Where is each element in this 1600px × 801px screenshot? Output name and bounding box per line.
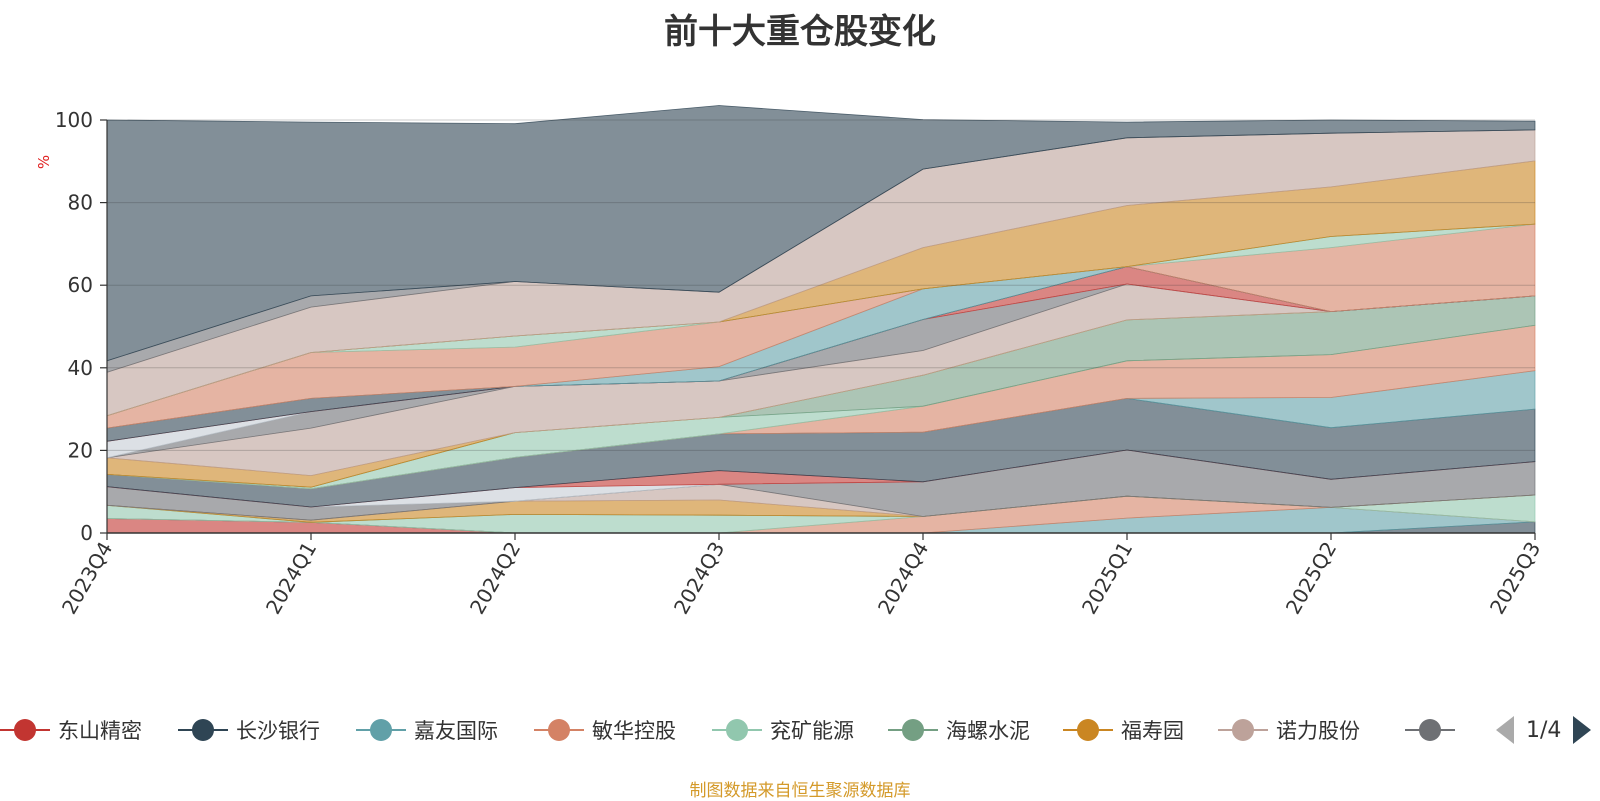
x-tick-label: 2025Q2 [1281, 538, 1341, 619]
legend-marker-icon [0, 717, 50, 743]
legend-label: 福寿园 [1121, 719, 1184, 743]
legend-label: 嘉友国际 [414, 719, 498, 743]
legend-next-page-icon[interactable] [1573, 716, 1592, 744]
legend-label: 敏华控股 [592, 719, 676, 743]
y-tick-label: 100 [55, 108, 93, 132]
legend-marker-icon [712, 717, 762, 743]
legend-item[interactable]: 海螺水泥 [888, 710, 1030, 750]
y-tick-label: 60 [68, 273, 93, 297]
legend-item[interactable]: 东山精密 [0, 710, 142, 750]
legend: 东山精密 长沙银行 嘉友国际 敏华控股 兖矿能源 海螺水泥 福寿园 诺力股份 中兴通讯 1/4 [0, 710, 1600, 750]
y-tick-label: 0 [80, 521, 93, 545]
legend-label: 海螺水泥 [946, 719, 1030, 743]
legend-item[interactable]: 长沙银行 [178, 710, 320, 750]
legend-prev-page-icon[interactable] [1496, 716, 1514, 744]
legend-marker-icon [1218, 717, 1268, 743]
y-axis-unit: % [35, 155, 53, 169]
legend-label: 诺力股份 [1276, 719, 1360, 743]
legend-marker-icon [1063, 717, 1113, 743]
x-tick-label: 2025Q3 [1485, 538, 1545, 619]
legend-item[interactable]: 诺力股份 [1218, 710, 1360, 750]
legend-item[interactable]: 嘉友国际 [356, 710, 498, 750]
area-其他 [106, 105, 1536, 362]
x-tick-label: 2024Q4 [873, 538, 933, 619]
chart-title: 前十大重仓股变化 [664, 12, 936, 52]
area-layer [106, 105, 1536, 534]
chart-area: 0 20 40 60 80 100 2023Q4 2024Q1 2024Q2 2024Q3 2024… [35, 105, 1545, 619]
legend-marker-icon [178, 717, 228, 743]
legend-label: 兖矿能源 [770, 719, 854, 743]
y-tick-label: 40 [68, 356, 93, 380]
x-tick-label: 2025Q1 [1077, 538, 1137, 619]
legend-page-indicator: 1/4 [1526, 717, 1562, 743]
legend-marker-icon [888, 717, 938, 743]
x-tick-label: 2024Q3 [669, 538, 729, 619]
legend-items: 东山精密 长沙银行 嘉友国际 敏华控股 兖矿能源 海螺水泥 福寿园 诺力股份 中兴通讯 [0, 710, 1460, 750]
legend-marker-icon [1405, 717, 1455, 743]
x-tick-label: 2023Q4 [57, 538, 117, 619]
legend-item[interactable]: 中兴通讯 [1405, 710, 1460, 750]
legend-marker-icon [534, 717, 584, 743]
legend-marker-icon [356, 717, 406, 743]
y-tick-label: 80 [68, 191, 93, 215]
legend-pager: 1/4 [1496, 710, 1592, 750]
legend-label: 东山精密 [58, 719, 142, 743]
legend-item[interactable]: 兖矿能源 [712, 710, 854, 750]
y-tick-label: 20 [68, 438, 93, 462]
x-tick-label: 2024Q1 [261, 538, 321, 619]
legend-item[interactable]: 福寿园 [1063, 710, 1184, 750]
legend-label: 长沙银行 [236, 719, 320, 743]
x-tick-label: 2024Q2 [465, 538, 525, 619]
overlay-layer [107, 119, 1535, 451]
legend-item[interactable]: 敏华控股 [534, 710, 676, 750]
source-note: 制图数据来自恒生聚源数据库 [689, 781, 911, 801]
